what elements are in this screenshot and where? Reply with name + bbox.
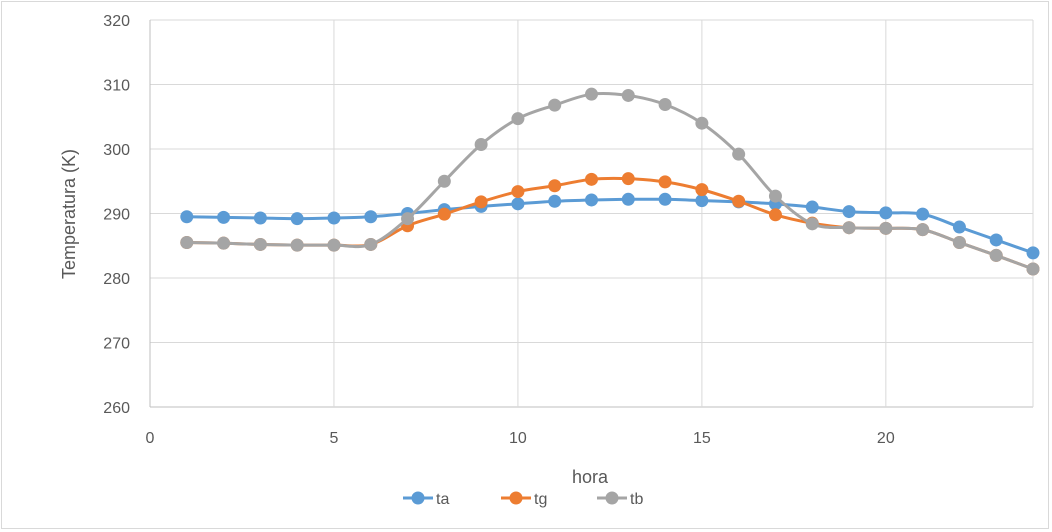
legend-label-ta: ta	[436, 491, 449, 508]
data-point-tg	[658, 175, 672, 189]
data-point-tg	[437, 207, 451, 221]
legend-label-tb: tb	[630, 491, 643, 508]
data-point-tb	[989, 248, 1003, 262]
data-point-ta	[621, 192, 635, 206]
data-point-tb	[1026, 262, 1040, 276]
data-point-tb	[695, 116, 709, 130]
data-point-tb	[253, 237, 267, 251]
x-axis-title: hora	[572, 467, 609, 487]
data-point-ta	[879, 206, 893, 220]
legend-marker-ta	[411, 491, 425, 505]
legend: ta tg tb	[403, 491, 643, 508]
data-point-tb	[290, 238, 304, 252]
data-point-tg	[621, 172, 635, 186]
y-tick-label: 300	[103, 142, 130, 159]
data-point-tg	[585, 172, 598, 186]
data-point-tb	[180, 236, 194, 250]
y-tick-label: 310	[103, 78, 130, 95]
series-line-tb	[186, 91, 1034, 271]
data-point-tb	[805, 217, 819, 231]
y-tick-label: 280	[103, 271, 130, 288]
data-point-ta	[695, 194, 709, 208]
data-point-ta	[253, 211, 267, 225]
data-point-tg	[695, 183, 709, 197]
data-point-tb	[217, 236, 231, 250]
series-ta	[180, 192, 1040, 260]
x-tick-label: 15	[693, 430, 711, 447]
legend-label-tg: tg	[534, 491, 547, 508]
y-axis-tick-labels: 260 270 280 290 300 310 320	[103, 13, 130, 417]
data-point-ta	[511, 197, 525, 211]
data-point-tb	[658, 97, 672, 111]
data-point-tb	[364, 237, 378, 251]
data-point-tg	[768, 208, 782, 222]
data-point-tb	[585, 87, 598, 101]
data-point-tb	[621, 88, 635, 102]
data-point-tb	[511, 112, 525, 126]
legend-marker-tg	[509, 491, 523, 505]
data-point-tb	[437, 174, 451, 188]
series-group	[180, 87, 1040, 276]
data-point-tb	[916, 223, 930, 237]
x-tick-label: 10	[509, 430, 527, 447]
data-point-tg	[732, 194, 746, 208]
gridlines	[149, 19, 1034, 408]
data-point-ta	[180, 210, 194, 224]
data-point-ta	[290, 212, 304, 226]
data-point-ta	[1026, 246, 1040, 260]
data-point-tb	[842, 221, 856, 235]
data-point-ta	[364, 210, 378, 224]
data-point-ta	[658, 192, 672, 206]
data-point-tg	[511, 185, 525, 199]
data-point-tb	[327, 238, 341, 252]
legend-item-tg: tg	[501, 491, 547, 508]
y-tick-label: 270	[103, 336, 130, 353]
data-point-tb	[548, 98, 562, 112]
x-tick-label: 0	[146, 430, 155, 447]
legend-marker-tb	[605, 491, 619, 505]
data-point-ta	[916, 207, 930, 221]
data-point-tb	[474, 137, 488, 151]
data-point-tb	[768, 189, 782, 203]
data-point-ta	[548, 194, 562, 208]
data-point-tb	[401, 212, 415, 226]
legend-item-ta: ta	[403, 491, 449, 508]
data-point-tb	[879, 221, 893, 235]
data-point-ta	[585, 193, 598, 207]
x-axis-tick-labels: 0 5 10 15 20	[146, 430, 895, 447]
data-point-tb	[952, 236, 966, 250]
data-point-ta	[805, 200, 819, 214]
y-tick-label: 260	[103, 400, 130, 417]
data-point-ta	[952, 220, 966, 234]
x-tick-label: 5	[330, 430, 339, 447]
data-point-ta	[327, 211, 341, 225]
data-point-ta	[842, 205, 856, 219]
y-tick-label: 320	[103, 13, 130, 30]
data-point-tb	[732, 147, 746, 161]
x-tick-label: 20	[877, 430, 895, 447]
data-point-ta	[217, 210, 231, 224]
legend-item-tb: tb	[597, 491, 643, 508]
y-tick-label: 290	[103, 207, 130, 224]
data-point-tg	[474, 195, 488, 209]
series-line-tg	[186, 176, 1034, 271]
series-tb	[180, 87, 1040, 276]
series-tg	[180, 172, 1040, 276]
data-point-ta	[989, 233, 1003, 247]
data-point-tg	[548, 179, 562, 193]
y-axis-title: Temperatura (K)	[59, 149, 79, 279]
